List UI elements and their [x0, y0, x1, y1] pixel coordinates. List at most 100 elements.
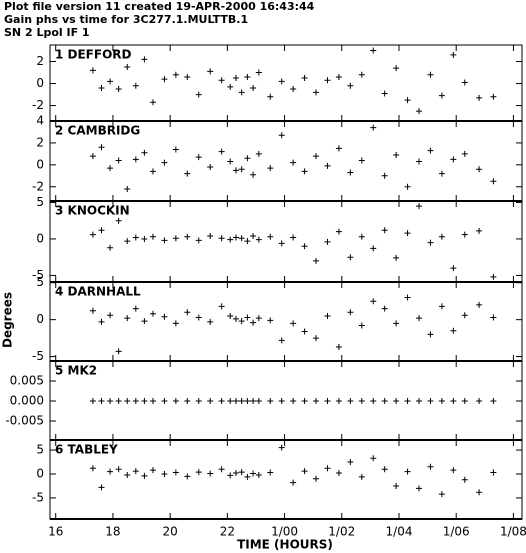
- data-point: [324, 238, 331, 245]
- data-point: [132, 234, 139, 241]
- data-point: [370, 398, 377, 404]
- data-point: [267, 398, 274, 404]
- x-axis-label: TIME (HOURS): [237, 538, 333, 552]
- data-point: [461, 476, 468, 483]
- data-point: [250, 470, 257, 477]
- data-point: [490, 93, 497, 100]
- x-tick-label: 1/00: [271, 525, 298, 539]
- data-point: [347, 459, 354, 466]
- data-point: [107, 398, 114, 404]
- y-tick-label: 5: [36, 195, 44, 209]
- y-tick-label: 0: [36, 157, 44, 171]
- data-point: [89, 153, 96, 160]
- data-point: [324, 162, 331, 169]
- data-point: [232, 167, 239, 174]
- data-point: [195, 314, 202, 321]
- data-point: [132, 156, 139, 163]
- data-point: [115, 398, 122, 404]
- data-point: [438, 491, 445, 498]
- data-point: [227, 398, 234, 404]
- data-point: [124, 398, 131, 404]
- data-point: [255, 150, 262, 157]
- data-point: [358, 71, 365, 78]
- data-point: [195, 91, 202, 98]
- data-point: [232, 234, 239, 241]
- data-point: [244, 238, 251, 245]
- data-point: [161, 313, 168, 320]
- data-point: [132, 305, 139, 312]
- data-point: [250, 171, 257, 178]
- data-point: [267, 233, 274, 240]
- data-point: [161, 76, 168, 83]
- data-point: [227, 472, 234, 479]
- data-point: [393, 151, 400, 158]
- y-tick-label: 0: [36, 466, 44, 480]
- x-tick-label: 1/04: [386, 525, 413, 539]
- data-point: [141, 235, 148, 242]
- data-point: [172, 146, 179, 153]
- data-point: [438, 92, 445, 99]
- data-point: [107, 165, 114, 172]
- data-point: [404, 468, 411, 475]
- y-tick-label: 4: [36, 114, 44, 128]
- data-point: [141, 56, 148, 63]
- data-point: [255, 398, 262, 404]
- data-point: [438, 233, 445, 240]
- data-point: [227, 158, 234, 165]
- data-point: [290, 320, 297, 327]
- data-point: [476, 166, 483, 173]
- panel-label: 3 KNOCKIN: [55, 204, 130, 218]
- data-point: [227, 236, 234, 243]
- data-point: [124, 315, 131, 322]
- data-point: [195, 154, 202, 161]
- data-point: [404, 230, 411, 237]
- data-point: [490, 178, 497, 185]
- data-point: [427, 398, 434, 404]
- data-point: [416, 108, 423, 115]
- data-point: [238, 318, 245, 325]
- y-tick-label: -5: [32, 490, 44, 504]
- title-line: SN 2 Lpol IF 1: [4, 26, 90, 39]
- data-point: [370, 298, 377, 305]
- data-point: [347, 254, 354, 261]
- data-point: [172, 235, 179, 242]
- data-point: [172, 71, 179, 78]
- data-point: [238, 469, 245, 476]
- data-point: [313, 89, 320, 96]
- data-point: [184, 398, 191, 404]
- data-point: [184, 473, 191, 480]
- data-point: [89, 67, 96, 74]
- data-point: [476, 227, 483, 234]
- panel-label: 2 CAMBRIDG: [55, 124, 140, 138]
- panel-label: 1 DEFFORD: [55, 48, 132, 62]
- data-point: [427, 71, 434, 78]
- data-point: [301, 328, 308, 335]
- data-point: [381, 90, 388, 97]
- data-point: [267, 317, 274, 324]
- data-point: [301, 243, 308, 250]
- x-tick-label: 1/02: [328, 525, 355, 539]
- data-point: [115, 86, 122, 93]
- data-point: [132, 398, 139, 404]
- data-point: [149, 168, 156, 175]
- data-point: [335, 228, 342, 235]
- y-tick-label: -5: [32, 349, 44, 363]
- data-point: [250, 319, 257, 326]
- data-point: [381, 305, 388, 312]
- data-point: [335, 73, 342, 80]
- data-point: [89, 465, 96, 472]
- data-point: [335, 145, 342, 152]
- data-point: [370, 455, 377, 462]
- data-point: [381, 227, 388, 234]
- x-tick-label: 18: [105, 525, 120, 539]
- data-point: [313, 257, 320, 264]
- y-tick-label: 0.000: [10, 394, 44, 408]
- data-point: [404, 97, 411, 104]
- data-point: [132, 82, 139, 89]
- title-line: Gain phs vs time for 3C277.1.MULTTB.1: [4, 13, 248, 26]
- data-point: [347, 169, 354, 176]
- data-point: [404, 183, 411, 190]
- data-point: [107, 244, 114, 251]
- data-point: [324, 398, 331, 404]
- data-point: [255, 315, 262, 322]
